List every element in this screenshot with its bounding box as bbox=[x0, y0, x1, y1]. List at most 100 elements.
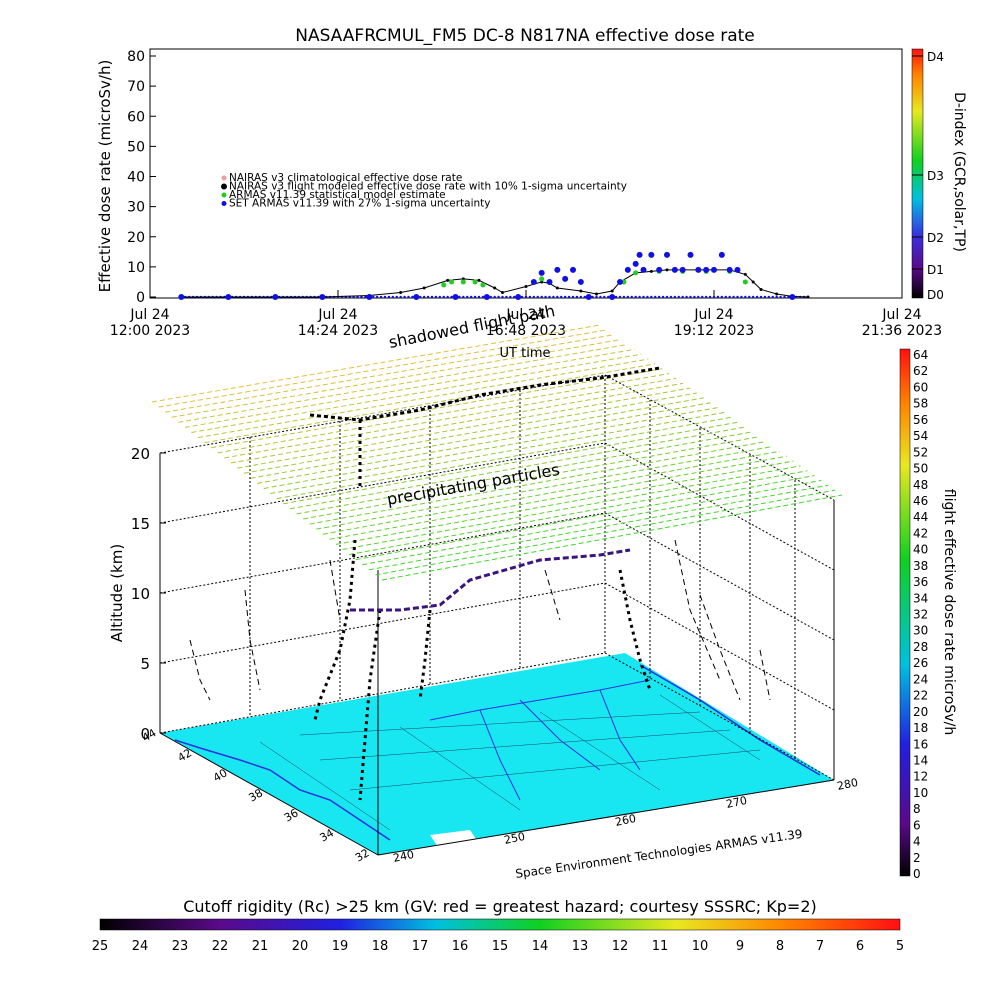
x-tick-time: 21:36 2023 bbox=[862, 323, 942, 339]
rigidity-tick-label: 20 bbox=[292, 939, 309, 954]
baseline-point bbox=[779, 295, 782, 299]
rigidity-tick-label: 22 bbox=[212, 939, 229, 954]
y-tick-label: 40 bbox=[127, 170, 145, 186]
baseline-point bbox=[740, 295, 743, 299]
y-tick-label: 20 bbox=[127, 230, 145, 246]
particle-contour bbox=[283, 421, 739, 505]
dose-tick-label: 50 bbox=[913, 462, 928, 476]
nairas-point bbox=[610, 289, 614, 293]
precipitating-particles-layer bbox=[151, 324, 843, 581]
set-armas-point bbox=[711, 266, 717, 273]
rigidity-tick-label: 15 bbox=[492, 939, 509, 954]
particle-contour bbox=[276, 416, 732, 500]
particle-contour bbox=[296, 431, 753, 515]
armas-point bbox=[472, 279, 478, 285]
baseline-point bbox=[524, 295, 528, 299]
particle-contour bbox=[191, 353, 642, 434]
baseline-point bbox=[430, 295, 434, 299]
baseline-point bbox=[469, 295, 473, 299]
x-tick-date: Jul 24 bbox=[505, 307, 545, 323]
dose-tick-label: 24 bbox=[913, 672, 928, 686]
nairas-point bbox=[555, 286, 559, 290]
baseline-point bbox=[575, 295, 579, 299]
baseline-point bbox=[442, 295, 445, 299]
credit-text: Space Environment Technologies ARMAS v11… bbox=[514, 827, 803, 881]
set-armas-point bbox=[726, 266, 733, 273]
armas-point bbox=[449, 279, 455, 285]
altitude-tick-label: 15 bbox=[131, 515, 150, 533]
baseline-point bbox=[720, 295, 724, 299]
baseline-point bbox=[548, 295, 551, 299]
nairas-point bbox=[806, 295, 810, 299]
dose-tick-label: 48 bbox=[913, 478, 928, 492]
baseline-point bbox=[591, 295, 594, 299]
baseline-point bbox=[571, 295, 575, 299]
particle-contour bbox=[342, 465, 801, 550]
y-tick-label: 80 bbox=[127, 49, 145, 65]
dose-colorbar-ticks: 0246810121416182022242628303234363840424… bbox=[913, 348, 928, 881]
set-armas-point bbox=[538, 269, 545, 276]
dose-colorbar bbox=[899, 348, 911, 877]
particle-contour bbox=[316, 445, 773, 530]
nairas-point bbox=[524, 284, 528, 288]
particle-contour bbox=[263, 407, 718, 489]
dose-colorbar-label: flight effective dose rate microSv/h bbox=[941, 489, 957, 735]
baseline-point bbox=[677, 295, 680, 299]
particle-contour bbox=[204, 363, 656, 444]
dose-tick-label: 4 bbox=[913, 835, 921, 849]
baseline-point bbox=[708, 295, 712, 299]
armas-point bbox=[742, 279, 748, 285]
altitude-axis-label: Altitude (km) bbox=[108, 544, 126, 642]
d-index-tick-label: D4 bbox=[927, 50, 944, 64]
dose-tick-label: 36 bbox=[913, 575, 928, 589]
x-tick-date: Jul 24 bbox=[129, 307, 169, 323]
particle-contour bbox=[289, 426, 746, 510]
baseline-point bbox=[563, 295, 567, 299]
set-armas-point bbox=[687, 251, 694, 258]
baseline-point bbox=[466, 295, 469, 299]
d-index-tick-label: D0 bbox=[927, 288, 944, 302]
top-y-axis-label: Effective dose rate (microSv/h) bbox=[96, 60, 114, 293]
baseline-point bbox=[411, 295, 414, 299]
dose-tick-label: 10 bbox=[913, 786, 928, 800]
baseline-point bbox=[536, 295, 539, 299]
particle-contour bbox=[237, 387, 690, 469]
rigidity-tick-label: 6 bbox=[856, 939, 864, 954]
rigidity-tick-label: 5 bbox=[896, 939, 904, 954]
baseline-point bbox=[532, 295, 536, 299]
baseline-point bbox=[356, 295, 359, 299]
set-armas-point bbox=[718, 251, 725, 258]
baseline-point bbox=[646, 295, 649, 299]
baseline-point bbox=[681, 295, 684, 299]
rigidity-tick-label: 9 bbox=[736, 939, 744, 954]
altitude-tick-label: 20 bbox=[131, 445, 150, 463]
y-tick-label: 0 bbox=[136, 290, 145, 306]
baseline-point bbox=[689, 295, 692, 299]
legend-entry: NAIRAS v3 climatological effective dose … bbox=[229, 172, 462, 184]
baseline-point bbox=[697, 295, 700, 299]
baseline-point bbox=[661, 295, 665, 299]
particle-contour bbox=[257, 402, 711, 484]
baseline-point bbox=[360, 295, 363, 299]
baseline-point bbox=[614, 295, 618, 299]
baseline-point bbox=[618, 295, 622, 299]
baseline-point bbox=[426, 295, 430, 299]
dose-tick-label: 34 bbox=[913, 591, 928, 605]
baseline-point bbox=[693, 295, 696, 299]
nairas-point bbox=[477, 278, 481, 282]
nairas-line bbox=[181, 269, 809, 298]
baseline-point bbox=[544, 295, 547, 299]
baseline-point bbox=[422, 295, 426, 299]
set-armas-point bbox=[577, 278, 584, 285]
armas-point bbox=[441, 282, 447, 288]
baseline-point bbox=[630, 295, 633, 299]
legend-marker bbox=[221, 201, 227, 206]
baseline-point bbox=[407, 295, 410, 299]
baseline-point bbox=[579, 295, 583, 299]
armas-point bbox=[539, 276, 545, 282]
baseline-point bbox=[751, 295, 755, 299]
rigidity-tick-label: 23 bbox=[172, 939, 189, 954]
dose-tick-label: 56 bbox=[913, 413, 928, 427]
3d-flight-panel: 0 5 10 15 20 Altitude (km) 44 42 40 38 36 34 32 24… bbox=[108, 301, 859, 881]
